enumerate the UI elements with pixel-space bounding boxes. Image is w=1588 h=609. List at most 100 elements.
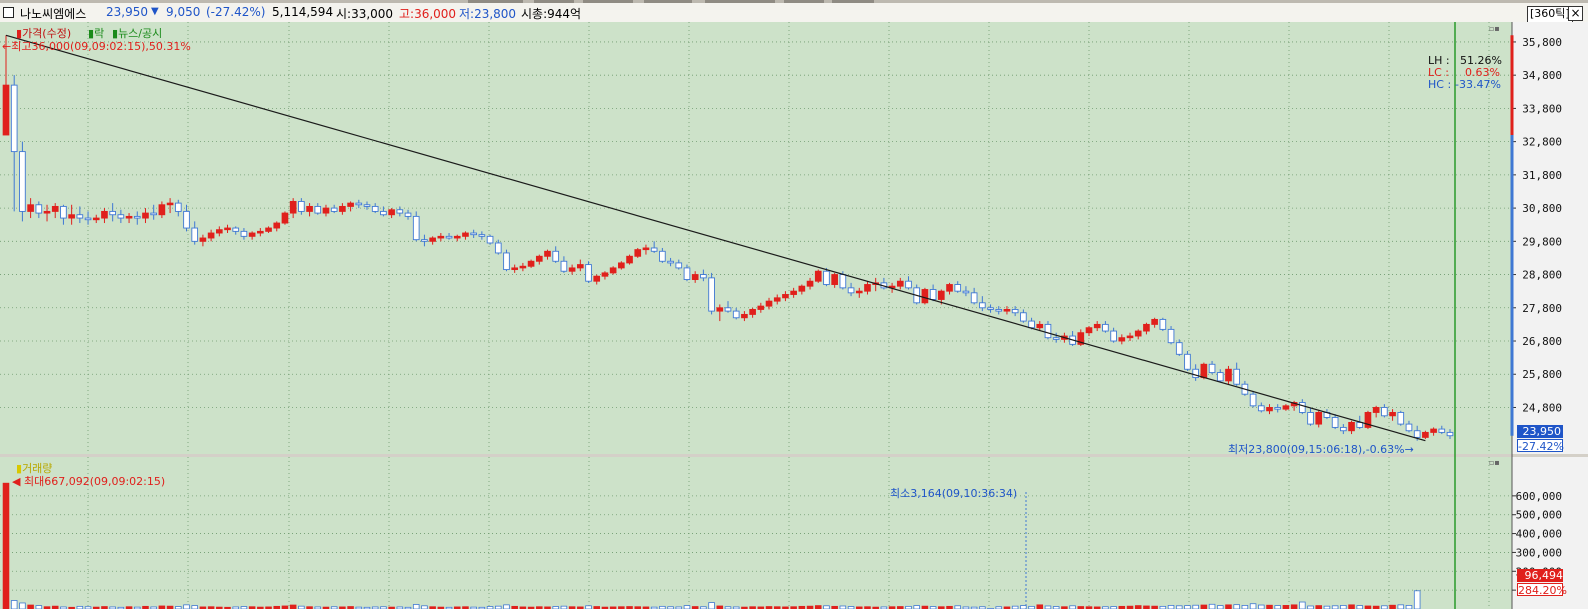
candle-body [839, 274, 847, 289]
legend-news-item[interactable]: ▮뉴스/공시 [112, 27, 163, 40]
candle-body [232, 227, 240, 232]
candle-body [1200, 363, 1208, 379]
legend-price-item-2[interactable]: ▮락 [88, 27, 105, 40]
candle-body [355, 202, 363, 206]
candle-body [765, 300, 773, 307]
candle-body [962, 290, 970, 294]
candle-body [1405, 423, 1413, 432]
candle-body [535, 255, 543, 262]
candle-body [289, 200, 297, 214]
candle-body [1085, 327, 1093, 334]
volume-bar [1381, 605, 1388, 609]
candle-body [527, 260, 535, 267]
max-volume-annotation: ◀ 최대667,092(09,09:02:15) [12, 475, 166, 488]
candle-body [183, 210, 190, 229]
volume-bar [544, 606, 551, 609]
volume-bar [503, 604, 510, 609]
candle-body [314, 205, 322, 214]
volume-bar [35, 605, 43, 609]
price-tick-label: 31,800 [1522, 169, 1562, 182]
candle-body [757, 305, 765, 310]
current-price: 23,950 [106, 5, 148, 19]
candle-body [782, 294, 789, 299]
price-tick-label: 30,800 [1522, 202, 1562, 215]
legend-price-item[interactable]: ▮가격(수정) [16, 27, 72, 40]
select-checkbox[interactable] [3, 7, 14, 18]
volume-bar [1413, 590, 1421, 609]
candle-body [1298, 402, 1306, 413]
volume-bar [1069, 605, 1076, 609]
volume-bar [240, 606, 248, 609]
candle-body [823, 270, 830, 285]
candle-body [257, 230, 264, 234]
volume-ratio-label: 284.20% [1517, 583, 1567, 597]
volume-bar [880, 606, 888, 609]
volume-bar [1274, 605, 1281, 609]
candle-body [1077, 332, 1085, 345]
close-button[interactable]: × [1568, 6, 1583, 21]
candle-body [552, 250, 560, 262]
candle-body [1356, 421, 1364, 428]
candle-body [732, 310, 740, 319]
volume-panel-window-icons[interactable]: ▫▪ [1489, 458, 1500, 467]
volume-bar [1348, 604, 1355, 609]
current-volume-label: 96,494 [1517, 569, 1563, 582]
candle-body [609, 267, 617, 274]
volume-bar [1208, 603, 1216, 609]
candle-body [27, 204, 34, 212]
candle-body [1397, 412, 1405, 425]
volume-bar [1126, 605, 1134, 609]
volume-bar [109, 606, 116, 609]
volume-bar [1184, 605, 1191, 609]
candle-body [683, 267, 691, 280]
candle-body [1364, 412, 1372, 428]
candle-body [1184, 353, 1191, 370]
volume-bar [1175, 605, 1183, 609]
volume-panel-bg [0, 457, 1512, 609]
volume-bar [1200, 604, 1208, 609]
candle-body [708, 277, 715, 312]
candle-body [1233, 368, 1241, 385]
volume-bar [1233, 604, 1240, 609]
candle-body [199, 237, 207, 242]
price-tick-label: 32,800 [1522, 136, 1562, 149]
open-price: 시:33,000 [336, 7, 394, 21]
volume-bar [814, 605, 822, 609]
candle-body [741, 313, 748, 319]
volume-bar [1405, 605, 1413, 609]
candle-body [519, 265, 527, 269]
min-price-annotation: 최저23,800(09,15:06:18),-0.63%→ [1228, 443, 1414, 456]
down-arrow-icon: ▼ [151, 6, 159, 17]
candle-body [60, 205, 67, 219]
volume-bar [101, 606, 108, 609]
candle-body [1151, 318, 1158, 325]
candle-body [281, 212, 289, 224]
volume-bar [1282, 605, 1290, 609]
candle-body [174, 202, 182, 212]
volume-bar [1134, 605, 1142, 609]
candle-body [626, 255, 633, 264]
tick-interval-button[interactable]: [360틱] [1527, 6, 1573, 23]
volume-bar [1093, 606, 1101, 609]
candle-body [240, 230, 248, 237]
panel-divider [0, 454, 1588, 457]
candle-body [716, 307, 724, 312]
volume-bar [1052, 606, 1060, 609]
price-panel-window-icons[interactable]: ▫▪ [1489, 24, 1500, 33]
candle-body [380, 210, 387, 216]
candle-body [773, 297, 781, 302]
candle-body [929, 289, 937, 300]
candle-body [150, 212, 158, 216]
stock-name: 나노씨엠에스 [20, 7, 87, 21]
legend-volume-item[interactable]: ▮거래량 [16, 462, 53, 475]
candle-body [1143, 323, 1150, 332]
candle-body [412, 215, 420, 241]
candle-body [215, 229, 223, 234]
trend-line [5, 34, 1426, 442]
candle-body [142, 212, 149, 219]
candle-body [1175, 342, 1183, 355]
candle-body [896, 280, 904, 287]
candle-body [1249, 393, 1257, 407]
high-price: 고:36,000 [399, 7, 457, 21]
candle-body [511, 267, 519, 271]
